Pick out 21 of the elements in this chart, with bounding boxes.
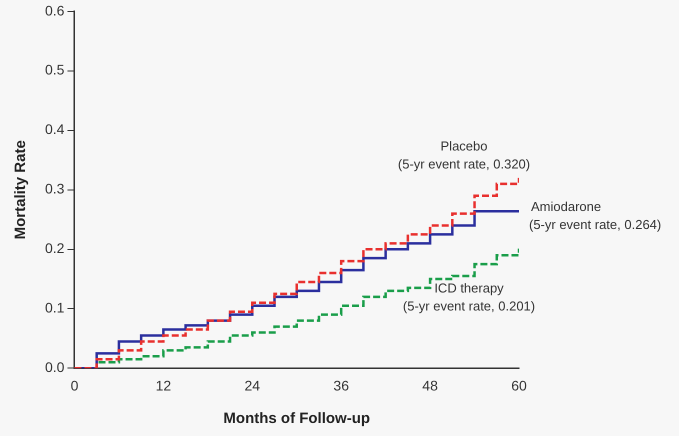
x-tick-label: 48 (422, 377, 438, 394)
text: Placebo (440, 138, 488, 154)
x-tick-label: 60 (511, 377, 527, 394)
y-tick-label: 0.4 (44, 121, 65, 138)
x-axis-title: Months of Follow-up (223, 410, 370, 428)
y-tick-label: 0.2 (44, 240, 65, 256)
x-tick-label: 12 (156, 377, 172, 394)
series-label: ICD therapy (434, 280, 504, 296)
y-axis-title: Mortality Rate (12, 140, 30, 240)
x-tick-label: 0 (70, 377, 79, 394)
text: (5-yr event rate, 0.264) (529, 216, 662, 232)
y-tick-label: 0.3 (44, 180, 65, 197)
annotation: (5-yr event rate, 0.201) (402, 298, 536, 314)
y-tick-label: 0.6 (44, 2, 65, 18)
x-tick-label: 36 (333, 377, 350, 394)
y-tick-label: 0.0 (44, 359, 65, 376)
annotation: (5-yr event rate, 0.320) (398, 156, 530, 172)
y-tick-label: 0.1 (44, 300, 65, 316)
series-label: Amiodarone (531, 198, 602, 214)
y-tick-label: 0.5 (44, 62, 65, 78)
x-tick-label: 24 (244, 377, 260, 394)
